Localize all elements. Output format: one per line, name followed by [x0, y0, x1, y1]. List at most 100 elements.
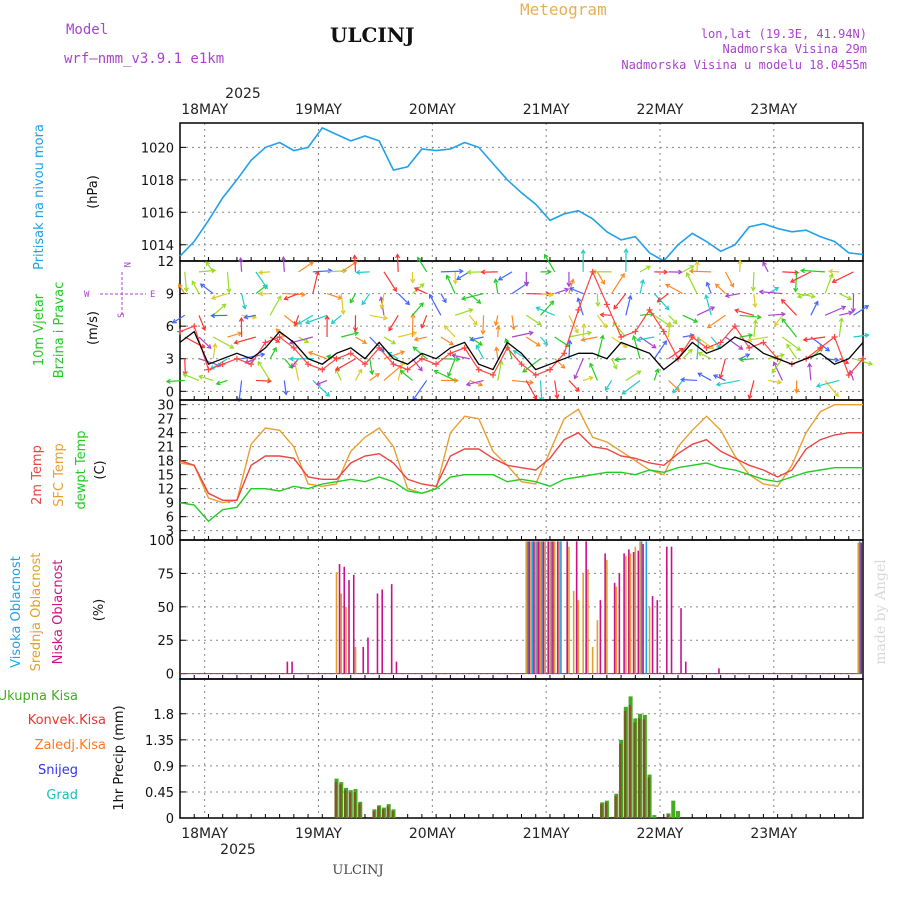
- model-name: wrf—nmm_v3.9.1 e1km: [64, 51, 224, 67]
- wind-arrow: [554, 380, 558, 399]
- wind-arrow: [568, 380, 580, 392]
- wind-arrowhead: [536, 320, 542, 326]
- wind-arrowhead: [747, 394, 753, 400]
- wind-arrowhead: [544, 253, 549, 259]
- wind-arrowhead: [715, 381, 721, 387]
- wind-arrowhead: [678, 347, 684, 353]
- wind-gust-marker: [689, 334, 696, 341]
- wind-arrow: [596, 293, 599, 306]
- precip-conv-bar: [386, 806, 390, 818]
- wind-arrowhead: [813, 300, 819, 306]
- wind-arrowhead: [595, 302, 601, 308]
- wind-arrowhead: [495, 324, 501, 330]
- wind-arrowhead: [238, 316, 244, 322]
- wind-arrowhead: [304, 319, 311, 325]
- wind-arrow: [184, 271, 188, 292]
- wind-arrowhead: [466, 269, 472, 275]
- wind-arrow: [568, 340, 571, 359]
- wind-arrowhead: [191, 280, 197, 286]
- wind-arrow: [697, 372, 712, 381]
- wind-arrow: [639, 265, 651, 273]
- wind-arrow: [294, 361, 300, 381]
- wind-arrow: [810, 301, 819, 316]
- wind-arrowhead: [183, 287, 189, 293]
- wind-arrow: [361, 293, 371, 305]
- panel-frame: [179, 260, 864, 401]
- y-tick-label: 1016: [141, 206, 174, 221]
- y-tick-label: 9: [166, 497, 174, 512]
- wind-gust-marker: [205, 366, 212, 373]
- wind-arrow: [312, 270, 332, 273]
- wind-arrowhead: [293, 321, 299, 327]
- wind-arrow: [200, 283, 214, 295]
- side-labels: Pritisak na nivou mora (hPa) 10m Vjetar …: [0, 124, 127, 811]
- wind-arrow: [611, 336, 628, 348]
- wind-arrow: [340, 293, 345, 314]
- wind-arrowhead: [388, 326, 393, 332]
- wind-arrowhead: [206, 344, 212, 349]
- wind-gust-marker: [447, 350, 454, 357]
- wind-arrowhead: [535, 306, 541, 312]
- wind-arrowhead: [210, 313, 216, 319]
- y-tick-label: 0: [166, 668, 174, 683]
- wind-arrowhead: [762, 261, 767, 267]
- wind-arrowhead: [355, 269, 361, 275]
- wind-gust-marker: [404, 366, 411, 373]
- precip-conv-bar: [391, 811, 394, 818]
- wind-arrow: [211, 293, 228, 300]
- wind-arrow: [771, 358, 783, 374]
- wind-gust-marker: [233, 355, 240, 362]
- precip-total-bar: [676, 811, 681, 818]
- wind-arrowhead: [226, 288, 232, 294]
- wind-arrowhead: [334, 366, 340, 371]
- precip-conv-bar: [619, 743, 622, 818]
- wind-arrow: [227, 332, 242, 338]
- wind-arrow: [412, 283, 425, 295]
- wind-arrow: [816, 379, 840, 387]
- wind-arrow: [341, 332, 359, 338]
- wind-arrow: [369, 358, 373, 375]
- wind-arrow: [653, 340, 667, 360]
- wind-arrowhead: [460, 295, 467, 301]
- wind-arrow: [356, 271, 370, 274]
- wind-arrow: [735, 309, 755, 316]
- y-tick-label: 18: [157, 455, 174, 470]
- wind-arrow: [511, 331, 533, 338]
- wind-arrowhead: [275, 338, 281, 343]
- wind-arrow: [184, 358, 186, 375]
- wind-arrowhead: [672, 388, 678, 394]
- wind-arrowhead: [748, 332, 754, 339]
- wind-arrowhead: [288, 356, 294, 362]
- wind-arrowhead: [452, 279, 458, 285]
- wind-arrowhead: [789, 278, 795, 283]
- wind-arrowhead: [458, 268, 464, 274]
- wind-arrow: [686, 272, 698, 294]
- wind-arrowhead: [456, 275, 462, 280]
- wind-arrow: [748, 380, 755, 399]
- wind-arrowhead: [756, 314, 762, 320]
- wind-arrow: [832, 271, 854, 283]
- wind-arrowhead: [581, 322, 587, 328]
- wind-arrow: [283, 358, 293, 369]
- wind-arrowhead: [834, 357, 840, 363]
- wind-arrowhead: [560, 363, 566, 369]
- wind-arrowhead: [665, 283, 671, 289]
- panel-frame: [179, 539, 864, 680]
- wind-arrow: [335, 358, 356, 371]
- wind-arrow: [715, 283, 726, 295]
- wind-arrow: [452, 354, 470, 360]
- wind-arrow: [456, 271, 470, 280]
- wind-arrow: [470, 336, 484, 341]
- wind-arrow: [434, 370, 456, 381]
- wind-arrow: [414, 336, 427, 341]
- wind-arrowhead: [656, 297, 662, 303]
- wind-arrow: [752, 271, 755, 291]
- cloud-panel: 0 25 50 75 100: [149, 534, 864, 683]
- wind-label-1: 10m Vjetar: [32, 293, 47, 366]
- wind-arrow: [497, 360, 503, 381]
- wind-arrow: [725, 336, 743, 350]
- wind-arrow: [803, 336, 826, 341]
- wind-arrow: [511, 315, 515, 330]
- wind-unit: (m/s): [86, 311, 101, 345]
